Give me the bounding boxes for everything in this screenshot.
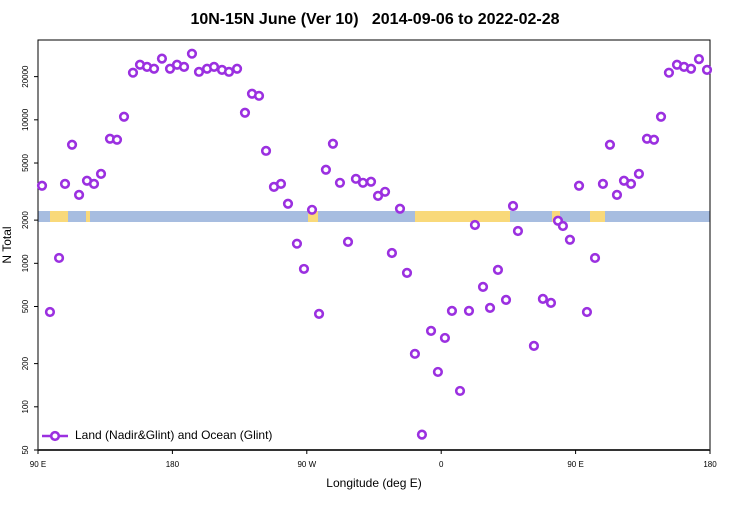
point <box>298 263 310 275</box>
point <box>611 189 623 200</box>
point <box>597 178 609 189</box>
x-tick-label: 90 E <box>567 460 583 469</box>
point <box>500 294 512 305</box>
x-tick-label: 90 W <box>297 460 316 469</box>
point <box>685 63 697 74</box>
point <box>545 297 557 308</box>
point <box>282 198 294 209</box>
point <box>66 139 78 150</box>
point <box>88 178 100 189</box>
point <box>537 293 548 304</box>
y-tick-label: 50 <box>21 445 30 454</box>
point <box>365 176 377 187</box>
point <box>253 90 265 101</box>
point <box>148 63 160 74</box>
point <box>512 225 524 237</box>
legend-label: Land (Nadir&Glint) and Ocean (Glint) <box>75 428 272 442</box>
point <box>334 177 346 188</box>
point <box>275 178 287 189</box>
point <box>111 134 123 145</box>
point <box>342 236 354 248</box>
point <box>44 306 56 318</box>
point <box>118 111 130 122</box>
y-tick-label: 1000 <box>21 254 30 272</box>
point <box>581 306 593 318</box>
point <box>164 63 176 74</box>
point <box>327 138 339 149</box>
point <box>239 107 251 118</box>
x-tick-label: 180 <box>703 460 717 469</box>
y-axis-label: N Total <box>0 226 14 263</box>
point <box>573 180 585 191</box>
y-tick-label: 20000 <box>21 65 30 88</box>
x-tick-label: 90 E <box>30 460 46 469</box>
point <box>59 178 71 189</box>
y-tick-label: 200 <box>21 356 30 370</box>
point <box>386 247 398 259</box>
point <box>357 177 369 188</box>
point <box>446 305 458 316</box>
y-tick-label: 10000 <box>21 108 30 131</box>
point <box>127 67 139 78</box>
point <box>320 164 332 175</box>
point <box>95 168 107 179</box>
land-ocean-strip <box>38 211 710 222</box>
point <box>73 189 85 200</box>
point <box>208 61 220 72</box>
y-tick-label: 500 <box>21 299 30 313</box>
point <box>260 145 272 156</box>
point <box>663 67 675 78</box>
point <box>156 53 168 64</box>
point <box>409 348 421 359</box>
point <box>477 281 489 292</box>
y-tick-label: 5000 <box>21 154 30 172</box>
point <box>701 64 713 75</box>
point <box>425 325 437 337</box>
x-axis-label: Longitude (deg E) <box>326 476 421 490</box>
point <box>186 48 198 59</box>
point <box>379 186 391 197</box>
point <box>416 429 428 440</box>
point <box>484 302 496 313</box>
chart-title: 10N-15N June (Ver 10) 2014-09-06 to 2022… <box>190 11 559 28</box>
point <box>528 340 540 351</box>
point <box>432 366 444 378</box>
point <box>193 66 205 77</box>
point <box>469 219 481 231</box>
point <box>648 134 660 145</box>
point <box>693 53 705 65</box>
point <box>439 332 451 344</box>
point <box>492 264 504 275</box>
y-tick-label: 100 <box>21 400 30 414</box>
point <box>564 234 576 245</box>
point <box>604 139 616 150</box>
point <box>223 66 235 77</box>
point <box>36 180 48 191</box>
point <box>291 238 303 249</box>
point <box>633 168 645 179</box>
point <box>463 305 475 316</box>
legend-marker <box>49 430 61 442</box>
point <box>306 204 318 215</box>
point <box>557 220 569 232</box>
point <box>350 173 362 184</box>
point <box>231 63 243 74</box>
x-tick-label: 180 <box>166 460 180 469</box>
point <box>625 178 637 189</box>
point <box>507 200 519 212</box>
point <box>313 308 325 320</box>
point <box>401 267 413 278</box>
point <box>655 111 667 122</box>
x-tick-label: 0 <box>439 460 444 469</box>
point <box>53 252 65 264</box>
point <box>372 190 384 201</box>
point <box>394 203 406 214</box>
point <box>589 252 601 264</box>
plot-frame <box>37 39 711 451</box>
y-tick-label: 2000 <box>21 211 30 229</box>
point <box>454 385 466 397</box>
point <box>178 61 190 72</box>
